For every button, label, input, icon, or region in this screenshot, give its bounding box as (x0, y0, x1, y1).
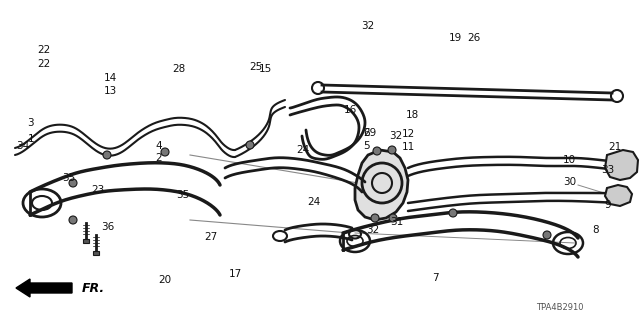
Text: 17: 17 (229, 268, 242, 279)
Text: 30: 30 (563, 177, 576, 188)
Text: 32: 32 (362, 20, 374, 31)
Text: TPA4B2910: TPA4B2910 (536, 303, 584, 313)
Text: 11: 11 (402, 142, 415, 152)
Circle shape (371, 214, 379, 222)
Circle shape (389, 214, 397, 222)
Text: 27: 27 (205, 232, 218, 242)
Text: 3: 3 (28, 118, 34, 128)
Text: 31: 31 (390, 217, 403, 228)
Text: 12: 12 (402, 129, 415, 140)
Text: 34: 34 (16, 140, 29, 151)
Text: 23: 23 (92, 185, 104, 196)
Text: 25: 25 (250, 62, 262, 72)
Text: 29: 29 (364, 128, 376, 138)
Text: 35: 35 (63, 172, 76, 183)
Text: 9: 9 (605, 200, 611, 210)
Bar (93, 251, 99, 255)
Circle shape (69, 216, 77, 224)
Text: 8: 8 (592, 225, 598, 236)
Text: 21: 21 (608, 142, 621, 152)
Circle shape (69, 179, 77, 187)
Polygon shape (605, 185, 632, 206)
Text: 20: 20 (159, 275, 172, 285)
Bar (83, 239, 89, 243)
Polygon shape (355, 150, 408, 220)
Text: 4: 4 (156, 140, 162, 151)
Text: 32: 32 (389, 131, 402, 141)
FancyArrow shape (16, 279, 72, 297)
Circle shape (388, 146, 396, 154)
Polygon shape (605, 150, 638, 180)
Text: 14: 14 (104, 73, 117, 84)
Text: 26: 26 (467, 33, 480, 44)
Circle shape (103, 151, 111, 159)
Text: 6: 6 (363, 128, 369, 138)
Text: 22: 22 (37, 44, 50, 55)
Text: 18: 18 (406, 110, 419, 120)
Text: 36: 36 (101, 222, 114, 232)
Text: 10: 10 (563, 155, 576, 165)
Text: 33: 33 (602, 164, 614, 175)
Text: 7: 7 (432, 273, 438, 284)
Circle shape (543, 231, 551, 239)
Text: 22: 22 (37, 59, 50, 69)
Text: 13: 13 (104, 86, 117, 96)
Circle shape (161, 148, 169, 156)
Circle shape (449, 209, 457, 217)
Circle shape (373, 147, 381, 155)
Text: 5: 5 (363, 140, 369, 151)
Text: 1: 1 (28, 134, 34, 144)
Text: FR.: FR. (82, 282, 105, 294)
Text: 24: 24 (296, 145, 309, 156)
Text: 15: 15 (259, 64, 272, 74)
Text: 32: 32 (367, 225, 380, 236)
Text: 2: 2 (156, 153, 162, 164)
Text: 28: 28 (173, 64, 186, 74)
Text: 16: 16 (344, 105, 357, 116)
Text: 19: 19 (449, 33, 462, 44)
Text: 35: 35 (176, 190, 189, 200)
Text: 24: 24 (307, 196, 320, 207)
Circle shape (246, 141, 254, 149)
